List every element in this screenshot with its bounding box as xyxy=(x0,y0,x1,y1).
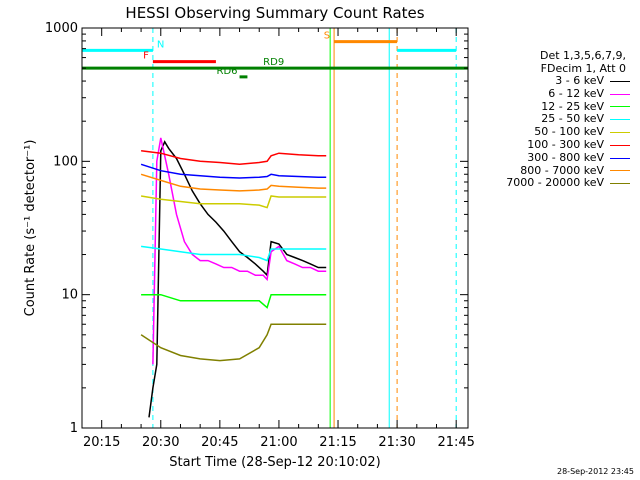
flag-label: RD6 xyxy=(217,66,238,77)
flag-label: N xyxy=(157,39,164,50)
tick-layer: 20:15 20:30 20:45 21:00 21:15 21:30 21:45 1 10 10… xyxy=(45,21,475,450)
legend-swatch xyxy=(610,93,630,95)
legend-item: 300 - 800 keV xyxy=(474,150,634,165)
legend-swatch xyxy=(610,119,630,121)
flag-layer: NF S RD9 RD6 xyxy=(81,28,468,428)
legend-label: 12 - 25 keV xyxy=(541,99,604,113)
legend-label: 100 - 300 keV xyxy=(527,137,604,151)
legend-item: 800 - 7000 keV xyxy=(474,163,634,178)
flag-label: RD9 xyxy=(263,57,284,68)
legend-item: 25 - 50 keV xyxy=(474,113,634,126)
plot-frame xyxy=(81,27,469,429)
legend-label: 3 - 6 keV xyxy=(555,74,604,87)
x-tick-label: 20:15 xyxy=(83,435,120,450)
legend-label: 50 - 100 keV xyxy=(534,125,604,139)
legend-item: 7000 - 20000 keV xyxy=(474,177,634,190)
series-line xyxy=(141,245,327,262)
legend-item: 50 - 100 keV xyxy=(474,125,634,139)
legend-item: 3 - 6 keV xyxy=(474,74,634,88)
legend: Det 1,3,5,6,7,9, FDecim 1, Att 0 3 - 6 k… xyxy=(474,49,634,190)
legend-label: 7000 - 20000 keV xyxy=(506,176,604,190)
series-layer xyxy=(140,137,327,418)
legend-swatch xyxy=(610,144,630,146)
legend-swatch xyxy=(610,80,630,82)
y-tick-label: 100 xyxy=(53,154,78,169)
x-tick-label: 21:45 xyxy=(437,435,474,450)
legend-item: 6 - 12 keV xyxy=(474,86,634,101)
series-line xyxy=(140,163,327,179)
series-line xyxy=(152,137,327,365)
series-line xyxy=(140,173,327,192)
x-tick-label: 20:30 xyxy=(142,435,179,450)
legend-item: 100 - 300 keV xyxy=(474,137,634,152)
y-axis-label: Count Rate (s⁻¹ detector⁻¹) xyxy=(23,140,38,317)
legend-label: 800 - 7000 keV xyxy=(520,163,604,177)
x-axis-label: Start Time (28-Sep-12 20:10:02) xyxy=(169,455,380,470)
series-line xyxy=(140,323,327,362)
flag-label: F xyxy=(143,51,149,62)
legend-swatch xyxy=(610,157,630,159)
x-tick-label: 21:00 xyxy=(260,435,297,450)
legend-swatch xyxy=(610,183,630,185)
series-line xyxy=(141,150,327,166)
series-line xyxy=(141,293,327,309)
flag-label: S xyxy=(324,31,330,42)
legend-header-line-1: Det 1,3,5,6,7,9, xyxy=(539,49,626,62)
legend-swatch xyxy=(610,170,630,172)
x-tick-label: 21:15 xyxy=(319,435,356,450)
y-tick-label: 1000 xyxy=(45,21,78,36)
timestamp: 28-Sep-2012 23:45 xyxy=(557,467,634,476)
legend-swatch xyxy=(610,106,630,108)
series-line xyxy=(140,195,327,209)
legend-label: 6 - 12 keV xyxy=(548,86,604,100)
x-tick-label: 20:45 xyxy=(201,435,238,450)
legend-label: 25 - 50 keV xyxy=(541,112,604,126)
legend-swatch xyxy=(610,132,630,134)
chart-title: HESSI Observing Summary Count Rates xyxy=(125,4,424,22)
legend-label: 300 - 800 keV xyxy=(527,150,604,164)
y-tick-label: 1 xyxy=(70,421,78,436)
series-line xyxy=(148,140,327,418)
x-tick-label: 21:30 xyxy=(378,435,415,450)
y-tick-label: 10 xyxy=(61,288,78,303)
legend-header-line-2: FDecim 1, Att 0 xyxy=(540,61,626,75)
legend-item: 12 - 25 keV xyxy=(474,99,634,114)
